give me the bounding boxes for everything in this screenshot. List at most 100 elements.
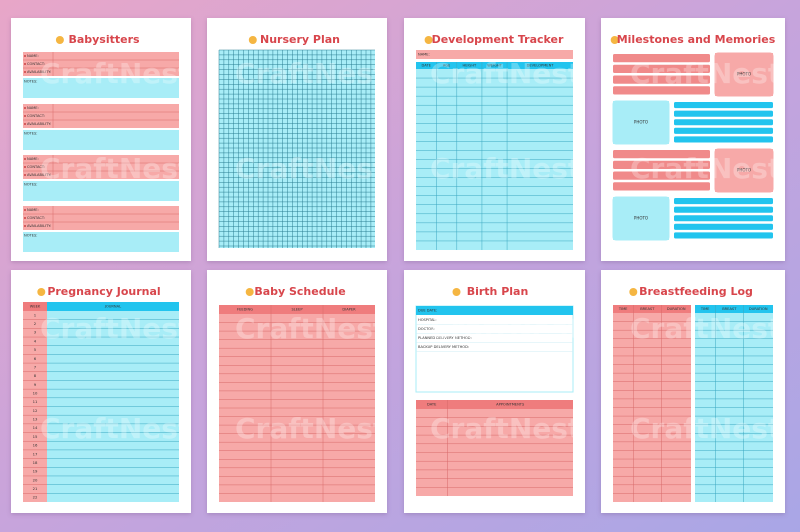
column-header: TIME <box>618 307 628 311</box>
week-number: 5 <box>34 347 37 352</box>
title-icon <box>245 288 254 296</box>
column-header: TIME <box>700 307 710 311</box>
table-header <box>219 305 375 314</box>
caption-bar <box>613 86 710 95</box>
photo-label: PHOTO <box>737 168 751 173</box>
photo-box <box>715 53 773 96</box>
column-header: JOURNAL <box>104 305 121 309</box>
notes-block <box>23 181 179 201</box>
page-title: Milestones and Memories <box>617 33 776 46</box>
label: AVAILABILITY: <box>27 173 51 177</box>
field-label: HOSPITAL: <box>418 318 437 322</box>
label: NAME: <box>27 106 39 110</box>
field-label: BACKUP DELIVERY METHOD: <box>418 345 469 349</box>
field-icon <box>24 217 26 219</box>
photo-box <box>613 101 669 144</box>
field-icon <box>24 209 26 211</box>
photo-label: PHOTO <box>634 120 648 125</box>
page-title: Nursery Plan <box>260 33 340 46</box>
column-header: DURATION <box>667 307 686 311</box>
week-number: 8 <box>34 373 37 378</box>
page-title: Pregnancy Journal <box>47 285 160 298</box>
notes-block <box>23 130 179 150</box>
week-number: 22 <box>33 495 38 500</box>
title-icon <box>610 36 619 44</box>
info-block <box>23 206 179 230</box>
notes-block <box>23 78 179 98</box>
caption-bar <box>613 64 710 73</box>
watermark: CraftNest <box>235 152 386 185</box>
table-header <box>23 302 47 311</box>
notes-block <box>23 232 179 252</box>
field-icon <box>24 115 26 117</box>
page-title: Development Tracker <box>432 33 564 46</box>
caption-bar <box>613 182 710 191</box>
column-header: BREAST <box>722 307 737 311</box>
week-number: 7 <box>34 364 37 369</box>
label: CONTACT: <box>27 165 45 169</box>
watermark: CraftNest <box>40 57 191 90</box>
label: NOTES: <box>24 183 37 187</box>
field-icon <box>24 55 26 57</box>
field-icon <box>24 123 26 125</box>
caption-bar <box>674 223 773 230</box>
field-label: DUE DATE: <box>418 309 437 313</box>
week-number: 17 <box>33 451 38 456</box>
photo-label: PHOTO <box>634 216 648 221</box>
table-header <box>416 62 573 69</box>
label: AVAILABILITY: <box>27 70 51 74</box>
photo-box <box>613 197 669 240</box>
week-number: 1 <box>34 312 37 317</box>
title-icon <box>424 36 433 44</box>
caption-bar <box>613 150 710 159</box>
label: NOTES: <box>24 234 37 238</box>
watermark: CraftNest <box>430 412 581 445</box>
title-icon <box>629 288 638 296</box>
watermark: CraftNest <box>630 152 781 185</box>
caption-bar <box>613 54 710 63</box>
title-icon <box>452 288 461 296</box>
caption-bar <box>674 232 773 239</box>
week-number: 9 <box>34 382 37 387</box>
photo-frame <box>714 52 774 97</box>
column-header: WEEK <box>30 305 41 309</box>
watermark: CraftNest <box>40 312 191 345</box>
field-icon <box>24 71 26 73</box>
photo-label: PHOTO <box>737 72 751 77</box>
label: NAME: <box>418 53 430 57</box>
week-number: 18 <box>33 460 38 465</box>
column-header: AGE <box>443 64 451 68</box>
table-header <box>47 302 179 311</box>
column-header: WEIGHT <box>487 64 502 68</box>
column-header: DATE <box>422 64 432 68</box>
week-number: 10 <box>33 390 38 395</box>
title-icon <box>248 36 257 44</box>
photo-frame <box>714 148 774 193</box>
label: NAME: <box>27 157 39 161</box>
caption-bar <box>674 102 773 109</box>
field-icon <box>24 174 26 176</box>
caption-bar <box>674 206 773 213</box>
week-number: 16 <box>33 443 38 448</box>
label: NOTES: <box>24 132 37 136</box>
column-header: HEIGHT <box>463 64 478 68</box>
caption-bar <box>674 215 773 222</box>
field-icon <box>24 63 26 65</box>
watermark: CraftNest <box>235 312 386 345</box>
column-header: APPOINTMENTS <box>496 403 525 407</box>
week-number: 2 <box>34 321 37 326</box>
caption-bar <box>674 198 773 205</box>
week-number: 21 <box>33 486 38 491</box>
watermark: CraftNest <box>630 412 781 445</box>
watermark: CraftNest <box>430 152 581 185</box>
caption-bar <box>613 160 710 169</box>
table-header <box>613 305 691 313</box>
watermark: CraftNest <box>630 57 781 90</box>
watermark: CraftNest <box>40 152 191 185</box>
caption-bar <box>674 127 773 134</box>
title-icon <box>37 288 46 296</box>
label: CONTACT: <box>27 114 45 118</box>
caption-bar <box>613 75 710 84</box>
